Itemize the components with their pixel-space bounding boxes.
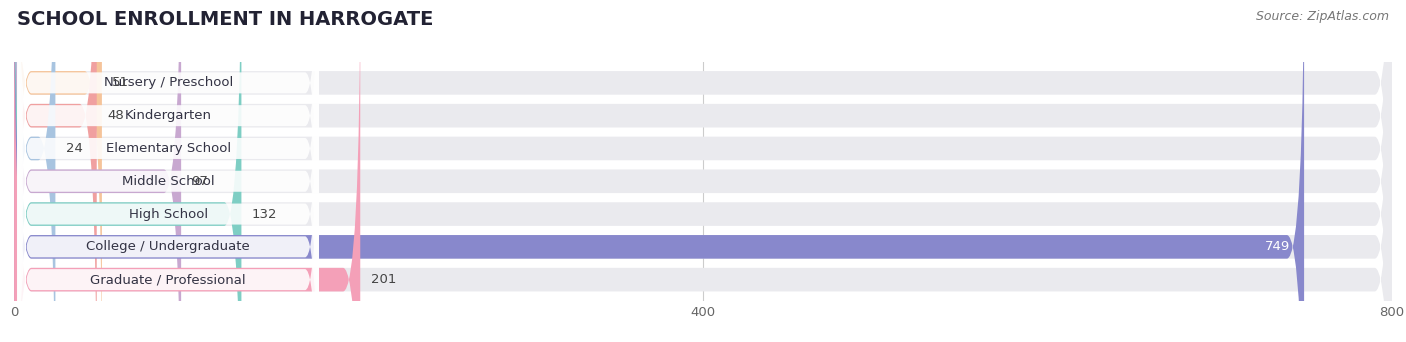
Text: 201: 201 bbox=[371, 273, 396, 286]
FancyBboxPatch shape bbox=[14, 0, 242, 342]
Text: Kindergarten: Kindergarten bbox=[125, 109, 212, 122]
FancyBboxPatch shape bbox=[14, 0, 1305, 342]
Text: 132: 132 bbox=[252, 208, 277, 221]
Text: 24: 24 bbox=[66, 142, 83, 155]
FancyBboxPatch shape bbox=[14, 0, 101, 342]
FancyBboxPatch shape bbox=[17, 0, 319, 335]
FancyBboxPatch shape bbox=[17, 0, 319, 342]
Text: SCHOOL ENROLLMENT IN HARROGATE: SCHOOL ENROLLMENT IN HARROGATE bbox=[17, 10, 433, 29]
FancyBboxPatch shape bbox=[17, 0, 319, 342]
FancyBboxPatch shape bbox=[17, 28, 319, 342]
FancyBboxPatch shape bbox=[17, 0, 319, 342]
FancyBboxPatch shape bbox=[14, 0, 360, 342]
Text: 51: 51 bbox=[112, 76, 129, 89]
Text: Source: ZipAtlas.com: Source: ZipAtlas.com bbox=[1256, 10, 1389, 23]
Text: Nursery / Preschool: Nursery / Preschool bbox=[104, 76, 233, 89]
FancyBboxPatch shape bbox=[14, 0, 1392, 342]
FancyBboxPatch shape bbox=[14, 0, 1392, 342]
Text: 97: 97 bbox=[191, 175, 208, 188]
FancyBboxPatch shape bbox=[17, 0, 319, 342]
Text: High School: High School bbox=[128, 208, 208, 221]
FancyBboxPatch shape bbox=[14, 0, 1392, 342]
Text: Middle School: Middle School bbox=[122, 175, 215, 188]
Text: College / Undergraduate: College / Undergraduate bbox=[86, 240, 250, 253]
FancyBboxPatch shape bbox=[14, 0, 97, 342]
Text: Graduate / Professional: Graduate / Professional bbox=[90, 273, 246, 286]
FancyBboxPatch shape bbox=[14, 0, 1392, 342]
FancyBboxPatch shape bbox=[17, 0, 319, 342]
Text: Elementary School: Elementary School bbox=[105, 142, 231, 155]
FancyBboxPatch shape bbox=[14, 0, 1392, 342]
FancyBboxPatch shape bbox=[14, 0, 55, 342]
FancyBboxPatch shape bbox=[14, 0, 1392, 342]
Text: 749: 749 bbox=[1265, 240, 1291, 253]
FancyBboxPatch shape bbox=[14, 0, 1392, 342]
FancyBboxPatch shape bbox=[14, 0, 181, 342]
Text: 48: 48 bbox=[107, 109, 124, 122]
